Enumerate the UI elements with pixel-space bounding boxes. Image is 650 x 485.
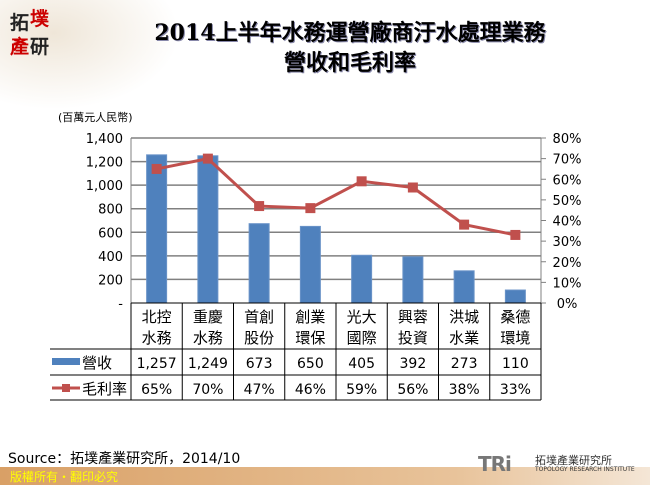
margin-value: 56% <box>397 382 428 398</box>
margin-value: 46% <box>295 382 326 398</box>
bar-4 <box>351 254 373 304</box>
category-label: 國際 <box>347 329 377 347</box>
legend-revenue-label: 營收 <box>82 354 112 372</box>
legend-margin-marker <box>62 384 70 392</box>
margin-marker-6 <box>459 219 470 230</box>
y-left-tick: 800 <box>98 203 123 218</box>
brand-name-en: TOPOLOGY RESEARCH INSTITUTE <box>535 466 635 473</box>
title-line-1: 2014上半年水務運營廠商汙水處理業務 <box>154 20 546 46</box>
margin-line <box>156 157 516 237</box>
y-right-tick: 80% <box>553 132 582 147</box>
category-label: 洪城 <box>449 308 479 326</box>
y-left-tick: - <box>118 297 123 312</box>
unit-label: (百萬元人民幣) <box>58 111 133 124</box>
y-left-tick: 1,000 <box>86 179 123 194</box>
revenue-value: 673 <box>246 356 273 372</box>
margin-value: 47% <box>244 382 275 398</box>
category-label: 投資 <box>398 329 428 347</box>
category-label: 桑德 <box>500 308 530 326</box>
category-label: 環保 <box>295 329 325 347</box>
y-right-tick: 50% <box>553 194 582 209</box>
y-right-tick: 10% <box>553 276 582 291</box>
source-note: Source：拓墣產業研究所，2014/10 <box>8 451 241 467</box>
revenue-value: 110 <box>502 356 529 372</box>
margin-marker-0 <box>151 163 162 174</box>
title-line-2: 營收和毛利率 <box>283 50 416 76</box>
footer-bar: 版權所有・翻印必究 <box>0 467 650 485</box>
y-right-tick: 40% <box>553 215 582 230</box>
y-left-tick: 1,200 <box>86 156 123 171</box>
revenue-value: 405 <box>348 356 375 372</box>
background-decoration <box>0 0 180 110</box>
bar-2 <box>248 223 270 304</box>
category-label: 重慶 <box>193 308 223 326</box>
category-label: 北控 <box>142 308 172 326</box>
margin-marker-7 <box>510 229 521 240</box>
margin-marker-1 <box>202 153 213 164</box>
category-label: 水業 <box>449 329 479 347</box>
revenue-value: 273 <box>451 356 478 372</box>
bar-5 <box>402 256 424 304</box>
bar-7 <box>504 289 526 304</box>
category-label: 環境 <box>500 329 530 347</box>
margin-value: 33% <box>500 382 531 398</box>
margin-value: 59% <box>346 382 377 398</box>
y-left-tick: 1,400 <box>86 132 123 147</box>
revenue-value: 650 <box>297 356 324 372</box>
revenue-value: 1,257 <box>137 356 177 372</box>
brand-logo: TRi <box>478 452 512 476</box>
copyright: 版權所有・翻印必究 <box>10 470 119 484</box>
y-right-tick: 0% <box>557 297 578 312</box>
margin-value: 70% <box>192 382 223 398</box>
legend-revenue-swatch <box>52 358 80 365</box>
category-label: 興蓉 <box>398 308 428 326</box>
y-right-tick: 60% <box>553 173 582 188</box>
brand-name: 拓墣產業研究所 <box>535 454 612 467</box>
y-right-tick: 20% <box>553 256 582 271</box>
bar-6 <box>453 270 475 304</box>
y-left-tick: 600 <box>98 226 123 241</box>
bar-3 <box>299 225 321 304</box>
bar-0 <box>146 154 168 304</box>
category-label: 股份 <box>244 329 274 347</box>
margin-marker-2 <box>254 201 265 212</box>
margin-marker-4 <box>356 176 367 187</box>
y-right-tick: 30% <box>553 235 582 250</box>
revenue-value: 392 <box>400 356 427 372</box>
category-label: 光大 <box>347 308 377 326</box>
margin-marker-3 <box>305 203 316 214</box>
legend-margin-label: 毛利率 <box>82 380 127 398</box>
y-left-tick: 200 <box>98 273 123 288</box>
revenue-value: 1,249 <box>188 356 228 372</box>
category-label: 水務 <box>142 329 172 347</box>
category-label: 創業 <box>295 308 325 326</box>
y-left-tick: 400 <box>98 250 123 265</box>
category-label: 水務 <box>193 329 223 347</box>
category-label: 首創 <box>244 308 274 326</box>
bar-1 <box>197 155 219 304</box>
logo: 拓墣 產研 <box>10 8 50 58</box>
margin-value: 65% <box>141 382 172 398</box>
margin-value: 38% <box>449 382 480 398</box>
chart-title: 2014上半年水務運營廠商汙水處理業務 營收和毛利率 <box>80 18 620 78</box>
margin-marker-5 <box>407 182 418 193</box>
y-right-tick: 70% <box>553 153 582 168</box>
